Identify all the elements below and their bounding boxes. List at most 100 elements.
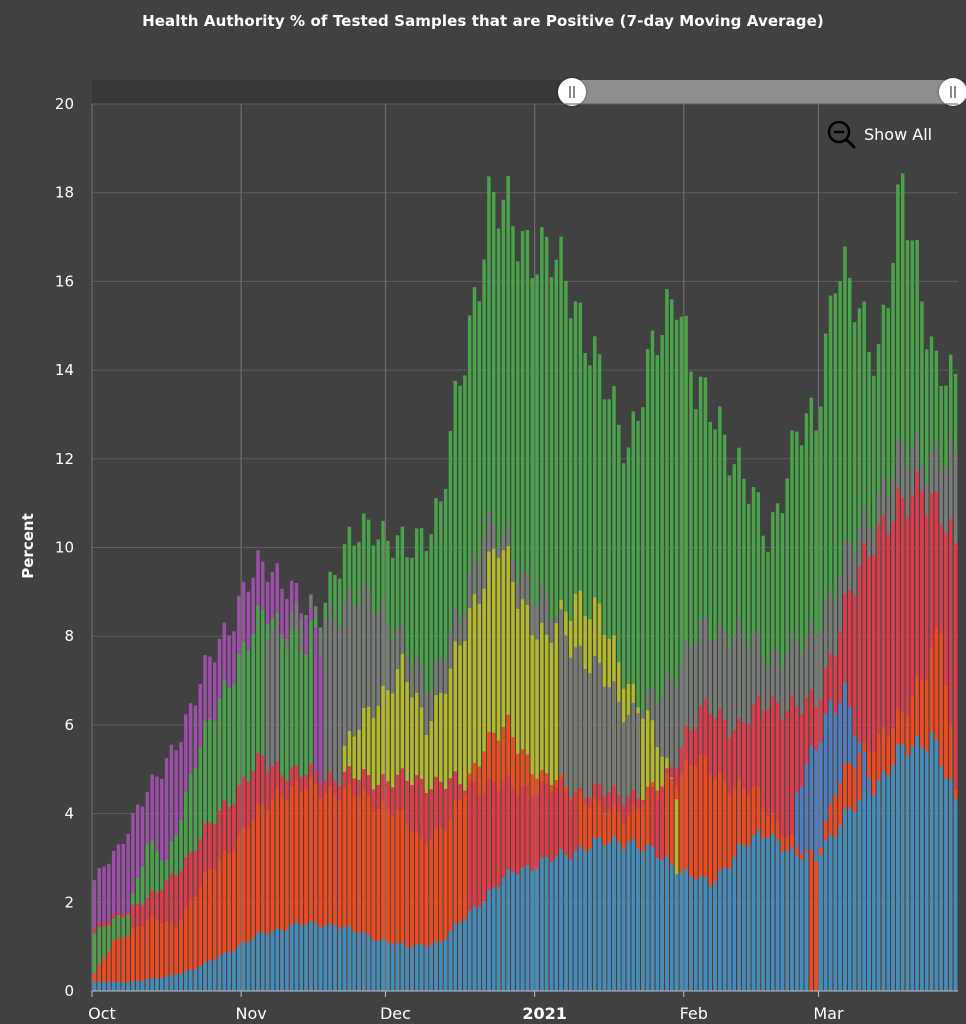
- bar-series-7: [304, 924, 308, 991]
- bar-series-7: [188, 969, 193, 991]
- bar-series-4: [477, 795, 482, 991]
- bar-series-7: [867, 798, 871, 991]
- bar-series-7: [342, 926, 347, 991]
- bar-series-7: [424, 946, 429, 991]
- bar-series-5: [270, 798, 275, 991]
- bar-series-5: [280, 797, 284, 991]
- bar-series-5: [698, 754, 703, 991]
- x-tick-label: Dec: [380, 1004, 411, 1023]
- bar-series-7: [650, 846, 655, 991]
- bar-series-7: [155, 978, 159, 991]
- bar-series-5: [289, 785, 294, 991]
- bar-series-4: [487, 778, 491, 991]
- bar-series-7: [525, 865, 530, 991]
- bar-series-5: [338, 800, 342, 991]
- bar-series-7: [593, 837, 597, 991]
- bar-series-7: [333, 926, 337, 991]
- bar-series-7: [756, 830, 761, 991]
- bar-series-7: [222, 952, 227, 991]
- bar-series-7: [261, 932, 265, 991]
- bar-series-0: [674, 319, 679, 992]
- show-all-button[interactable]: Show All: [826, 119, 932, 149]
- bar-series-5: [237, 834, 241, 991]
- bar-series-7: [939, 766, 943, 991]
- bar-series-7: [439, 942, 443, 991]
- bar-series-7: [496, 887, 501, 991]
- bar-series-7: [838, 825, 842, 991]
- bar-series-7: [775, 840, 780, 991]
- range-scrollbar-thumb[interactable]: [572, 80, 952, 104]
- bar-series-7: [280, 930, 284, 991]
- bar-series-7: [708, 886, 712, 991]
- bar-series-7: [655, 857, 660, 991]
- bar-series-5: [458, 799, 462, 991]
- bar-series-0: [679, 316, 684, 991]
- bar-series-7: [795, 855, 799, 991]
- bar-series-7: [135, 980, 140, 991]
- grid-lines: [91, 103, 958, 992]
- bar-series-7: [516, 874, 520, 991]
- bar-series-7: [395, 942, 400, 991]
- bar-series-5: [814, 861, 818, 991]
- bar-series-5: [390, 815, 395, 991]
- range-start-grip[interactable]: [558, 78, 586, 106]
- bar-series-7: [145, 979, 150, 991]
- bar-series-5: [217, 859, 222, 991]
- bar-series-5: [212, 869, 217, 991]
- bar-series-5: [381, 801, 385, 991]
- bar-series-7: [458, 922, 462, 991]
- bar-series-7: [241, 942, 246, 991]
- bar-series-5: [246, 829, 251, 991]
- bar-series-7: [323, 925, 328, 991]
- bar-series-5: [434, 827, 438, 991]
- bar-series-7: [828, 834, 833, 991]
- bar-series-7: [535, 868, 539, 991]
- bar-series-5: [463, 794, 467, 991]
- bar-series-7: [116, 981, 121, 991]
- bars: [92, 173, 958, 992]
- bar-series-5: [169, 921, 174, 991]
- bar-series-7: [876, 779, 881, 991]
- bar-series-7: [823, 840, 828, 991]
- bar-series-7: [530, 870, 534, 991]
- bar-series-7: [718, 870, 722, 991]
- bar-series-7: [944, 777, 948, 991]
- bar-series-5: [135, 926, 140, 991]
- range-end-grip[interactable]: [939, 78, 966, 106]
- y-tick-label: 0: [64, 982, 74, 1000]
- bar-series-7: [670, 864, 674, 991]
- y-tick-label: 12: [55, 450, 74, 468]
- bar-series-7: [506, 869, 510, 991]
- bar-series-7: [617, 842, 621, 991]
- bar-series-7: [140, 980, 145, 991]
- bar-series-7: [607, 842, 611, 991]
- bar-series-7: [785, 850, 789, 991]
- bar-series-7: [900, 744, 905, 991]
- bar-series-7: [174, 974, 178, 991]
- bar-series-7: [578, 846, 583, 991]
- bar-series-7: [376, 940, 380, 991]
- bar-series-5: [342, 788, 347, 991]
- bar-series-7: [193, 969, 198, 991]
- bar-series-7: [487, 890, 491, 991]
- bar-series-7: [925, 751, 929, 991]
- bar-series-5: [453, 800, 457, 991]
- bar-series-7: [742, 845, 746, 991]
- bar-series-7: [905, 755, 910, 991]
- bar-series-7: [544, 856, 549, 991]
- bar-series-5: [448, 818, 453, 991]
- bar-series-5: [155, 920, 159, 991]
- bar-series-7: [410, 946, 414, 991]
- bar-series-5: [227, 853, 231, 991]
- bar-series-5: [174, 927, 178, 991]
- bar-series-7: [766, 837, 770, 991]
- bar-series-7: [443, 938, 448, 991]
- bar-series-7: [559, 849, 563, 991]
- bar-series-5: [222, 850, 227, 991]
- bar-series-5: [107, 950, 111, 991]
- bar-series-0: [665, 288, 669, 991]
- bar-series-4: [482, 792, 486, 991]
- bar-series-7: [482, 901, 486, 991]
- bar-series-7: [684, 868, 688, 991]
